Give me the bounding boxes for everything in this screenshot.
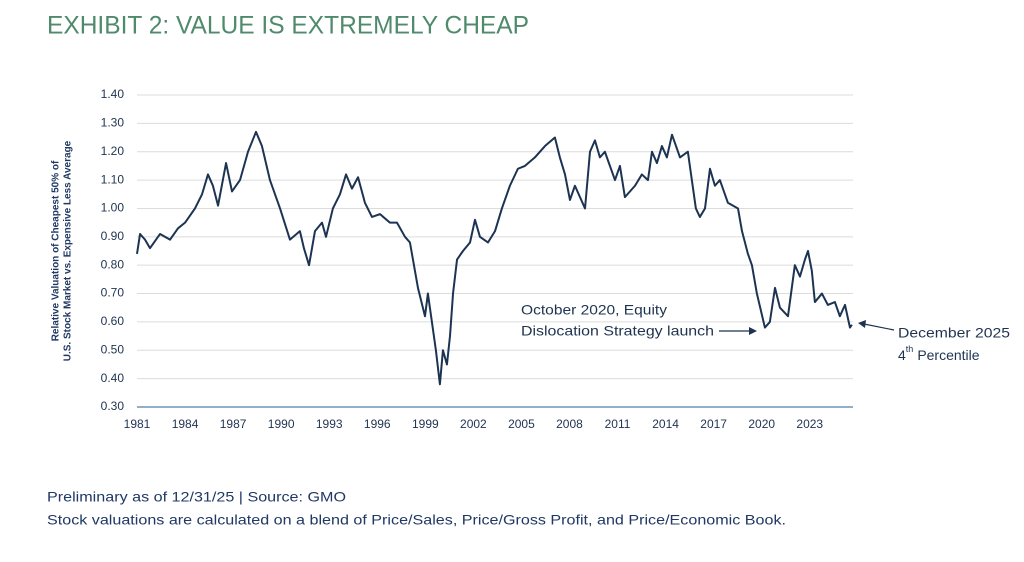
y-tick-label: 1.10 xyxy=(101,172,125,186)
y-axis-title: Relative Valuation of Cheapest 50% of U.… xyxy=(51,140,74,361)
y-tick-label: 0.50 xyxy=(101,342,125,356)
x-tick-label: 2005 xyxy=(508,417,535,431)
annotation-part: Percentile xyxy=(917,347,979,363)
y-tick-label: 1.00 xyxy=(101,201,125,215)
annotation: 4th Percentile xyxy=(898,344,980,362)
y-tick-label: 1.20 xyxy=(101,144,125,158)
y-tick-label: 1.30 xyxy=(101,116,125,130)
x-tick-label: 1996 xyxy=(364,417,391,431)
annotation-arrowhead xyxy=(858,320,866,328)
y-axis-title-line: Relative Valuation of Cheapest 50% of xyxy=(51,160,62,341)
footnote: Preliminary as of 12/31/25 | Source: GMO xyxy=(47,489,346,505)
x-tick-label: 1981 xyxy=(124,417,151,431)
x-tick-label: 2023 xyxy=(796,417,823,431)
y-tick-label: 0.40 xyxy=(101,371,125,385)
y-tick-label: 0.70 xyxy=(101,286,125,300)
x-tick-label: 2017 xyxy=(700,417,727,431)
x-tick-label: 1987 xyxy=(220,417,247,431)
annotation-superscript: th xyxy=(906,344,914,354)
annotation-arrow xyxy=(863,323,895,331)
y-tick-label: 0.90 xyxy=(101,229,125,243)
annotation: Dislocation Strategy launch xyxy=(521,323,714,339)
annotation: December 2025 xyxy=(898,325,1010,341)
annotation-arrowhead xyxy=(749,327,757,335)
annotation: October 2020, Equity xyxy=(521,302,667,318)
x-tick-label: 2002 xyxy=(460,417,487,431)
x-tick-label: 1990 xyxy=(268,417,295,431)
x-tick-label: 2020 xyxy=(748,417,775,431)
y-axis-title-line: U.S. Stock Market vs. Expensive Less Ave… xyxy=(63,140,74,361)
y-tick-label: 1.40 xyxy=(101,87,125,101)
x-tick-label: 2014 xyxy=(652,417,679,431)
data-line xyxy=(136,130,853,386)
y-tick-label: 0.60 xyxy=(101,314,125,328)
y-tick-label: 0.30 xyxy=(101,399,125,413)
chart-title: EXHIBIT 2: VALUE IS EXTREMELY CHEAP xyxy=(47,12,529,40)
x-tick-label: 1993 xyxy=(316,417,343,431)
annotation-part: 4 xyxy=(898,347,906,363)
x-tick-label: 1999 xyxy=(412,417,439,431)
y-tick-label: 0.80 xyxy=(101,257,125,271)
x-tick-label: 2011 xyxy=(605,417,631,431)
footnote: Stock valuations are calculated on a ble… xyxy=(47,512,786,528)
x-tick-label: 2008 xyxy=(556,417,583,431)
x-tick-label: 1984 xyxy=(172,417,199,431)
